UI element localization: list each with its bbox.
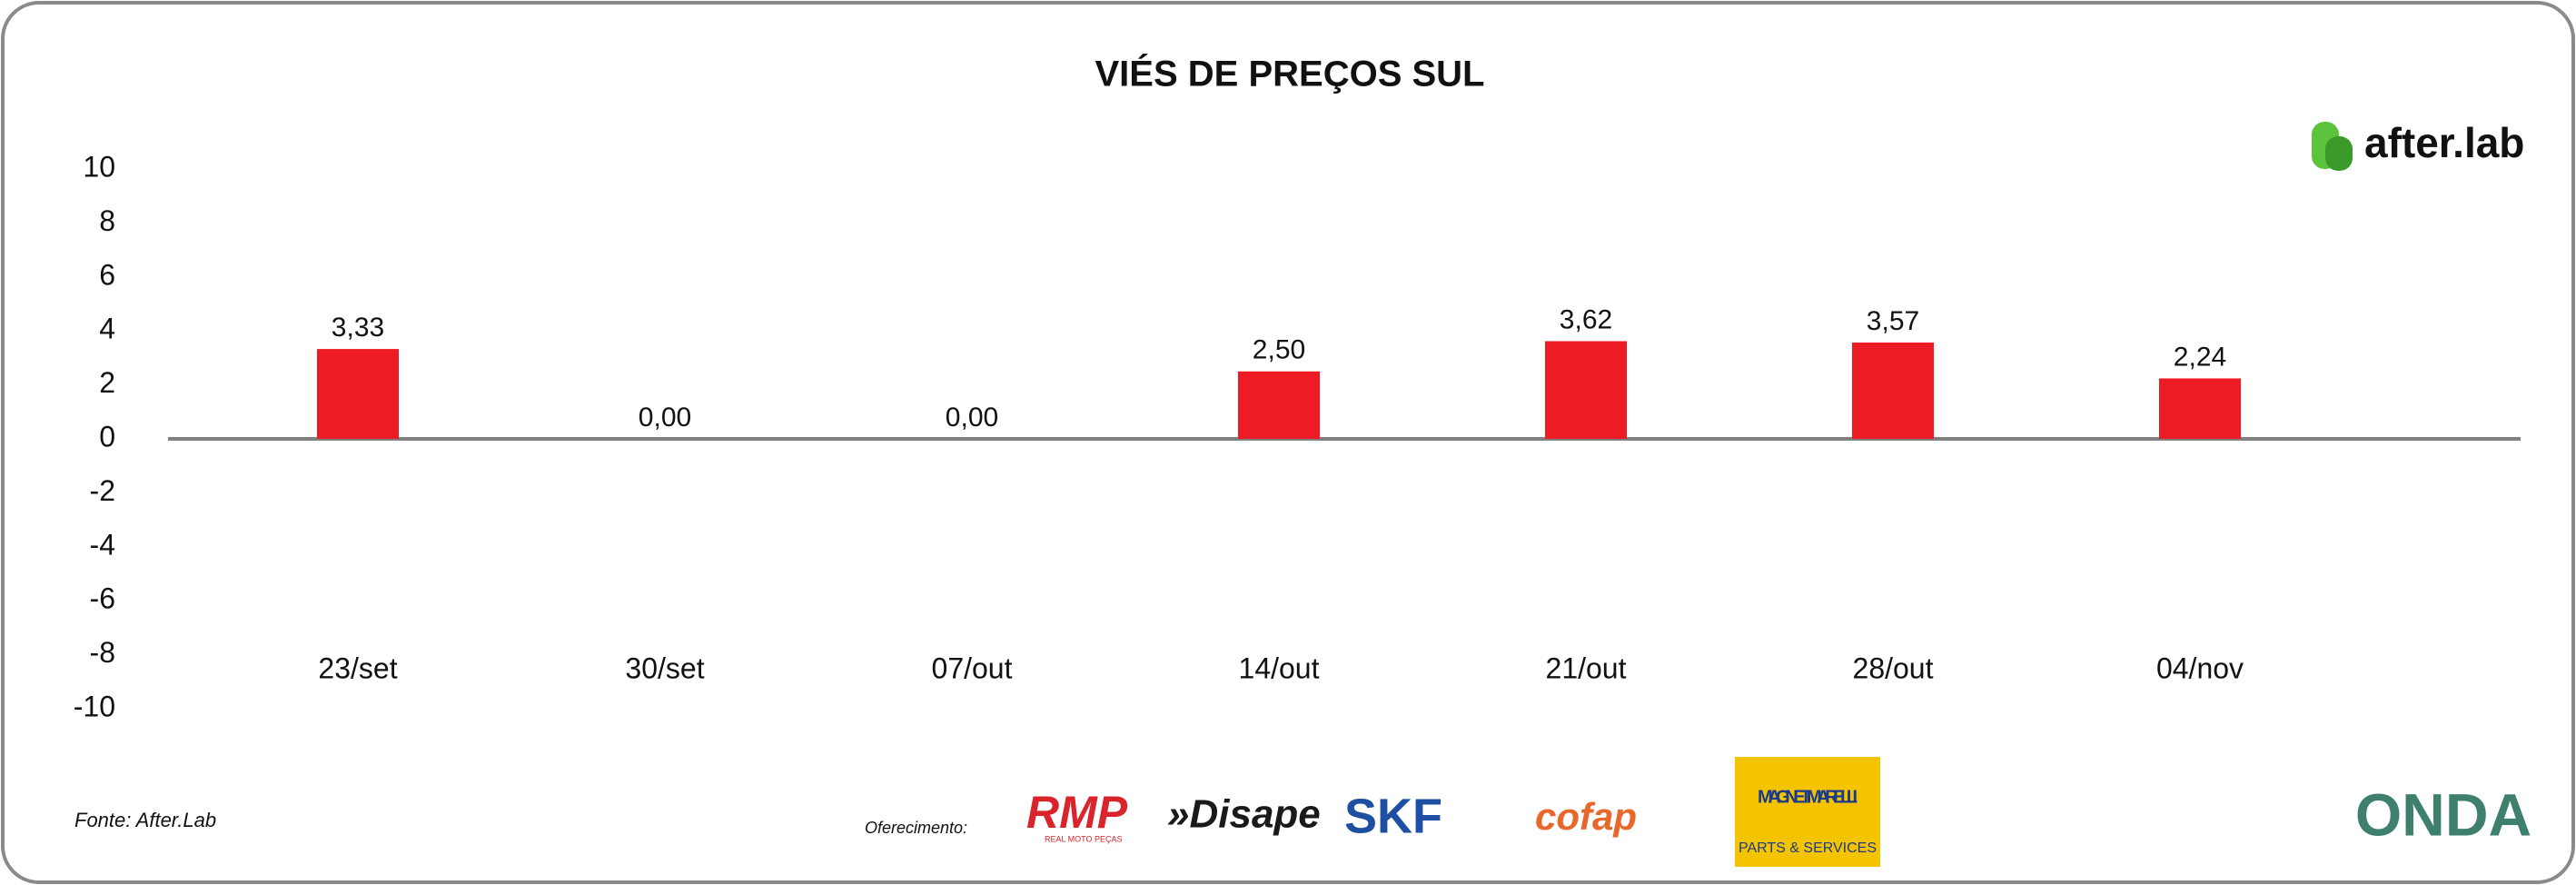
value-label: 2,24: [2174, 342, 2226, 372]
value-label: 3,62: [1560, 304, 1612, 334]
y-tick-label: 8: [99, 204, 115, 237]
chart-title: VIÉS DE PREÇOS SUL: [1095, 54, 1485, 94]
logo-cofap: cofap: [1535, 795, 1637, 838]
x-tick-label: 04/nov: [2156, 651, 2244, 684]
sponsor-label: Oferecimento:: [865, 819, 967, 837]
y-tick-label: -6: [90, 582, 115, 615]
bar: [2159, 378, 2241, 439]
x-tick-label: 23/set: [318, 651, 397, 684]
bar: [1238, 371, 1320, 439]
value-label: 0,00: [946, 403, 998, 433]
y-tick-label: -2: [90, 474, 115, 507]
logo-rmp-sub: REAL MOTO PEÇAS: [1045, 834, 1123, 843]
y-tick-label: 6: [99, 258, 115, 291]
value-label: 3,57: [1867, 306, 1919, 336]
value-label: 3,33: [332, 313, 384, 343]
logo-onda: ONDA: [2355, 781, 2531, 848]
brand-text: after.lab: [2364, 119, 2524, 166]
x-tick-label: 28/out: [1853, 651, 1934, 684]
y-tick-label: -8: [90, 636, 115, 669]
y-tick-label: -10: [74, 690, 115, 722]
brand-logo: after.lab: [2312, 119, 2524, 171]
y-tick-label: -4: [90, 528, 115, 561]
y-tick-label: 2: [99, 366, 115, 399]
x-tick-label: 21/out: [1546, 651, 1627, 684]
logo-disape: »Disape: [1167, 792, 1321, 837]
x-tick-label: 07/out: [932, 651, 1013, 684]
y-tick-label: 0: [99, 420, 115, 452]
logo-marelli-sub: PARTS & SERVICES: [1739, 840, 1877, 856]
bar: [1852, 342, 1934, 439]
bar: [1545, 341, 1627, 439]
logo-skf: SKF: [1344, 789, 1442, 843]
logo-marelli: MAGNETI MARELLI: [1758, 787, 1858, 807]
sponsor-logos: RMP REAL MOTO PEÇAS »Disape SKF cofap MA…: [1026, 757, 2531, 867]
value-label: 2,50: [1253, 335, 1305, 365]
x-tick-label: 14/out: [1239, 651, 1320, 684]
bar: [317, 349, 399, 439]
source: Fonte: After.Lab: [74, 809, 216, 831]
y-tick-label: 10: [83, 150, 115, 183]
x-tick-label: 30/set: [625, 651, 704, 684]
y-tick-label: 4: [99, 313, 115, 345]
value-label: 0,00: [639, 403, 691, 433]
logo-rmp: RMP: [1026, 787, 1128, 838]
